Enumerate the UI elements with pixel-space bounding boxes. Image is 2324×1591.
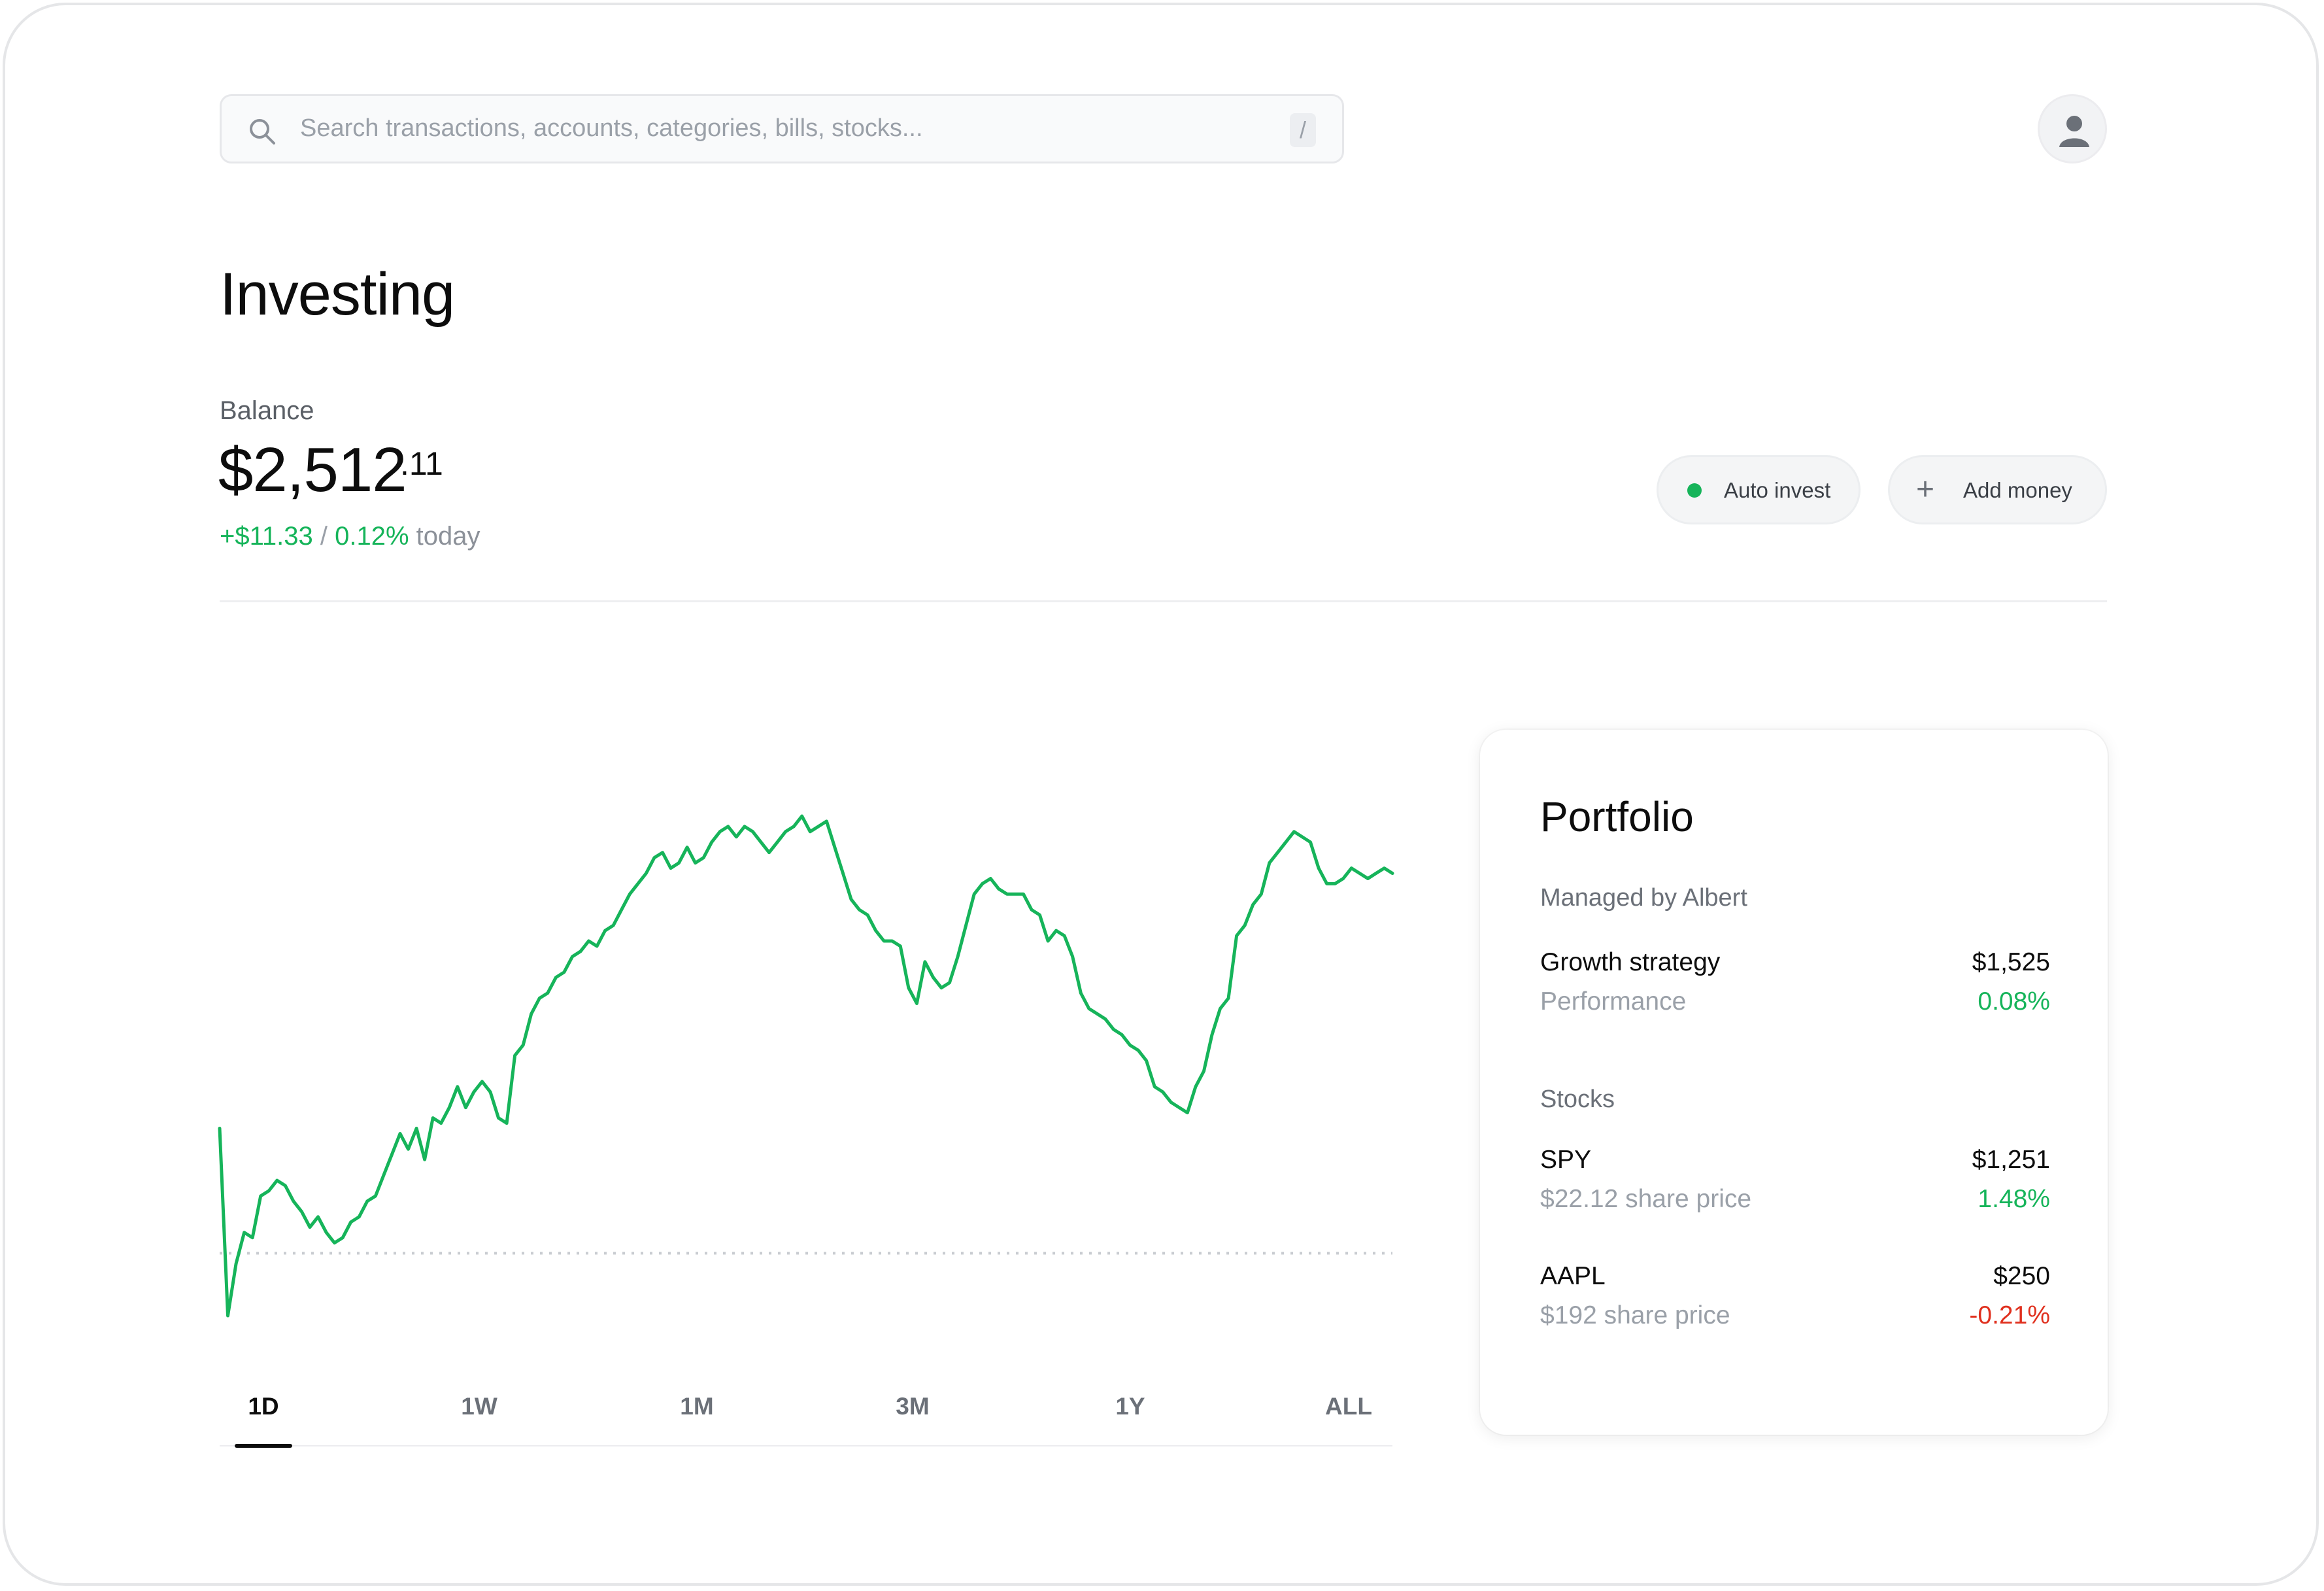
user-icon: [2059, 116, 2089, 147]
strategy-value: $1,525: [1972, 948, 2050, 976]
range-tab-1d[interactable]: 1D: [248, 1393, 279, 1420]
tabs-baseline: [220, 1445, 1392, 1446]
stock-ticker: AAPL: [1540, 1262, 1606, 1290]
add-money-label: Add money: [1963, 478, 2072, 502]
user-avatar-button[interactable]: [2038, 94, 2107, 163]
change-amount: +$11.33: [220, 522, 313, 551]
auto-invest-button[interactable]: Auto invest: [1657, 455, 1861, 524]
range-tab-all[interactable]: ALL: [1325, 1393, 1372, 1420]
search-shortcut-hint: /: [1290, 113, 1316, 147]
stock-performance: 1.48%: [1978, 1185, 2050, 1213]
stock-share-price: $22.12 share price: [1540, 1185, 1752, 1213]
add-money-button[interactable]: + Add money: [1888, 455, 2107, 524]
change-period: today: [416, 522, 480, 551]
strategy-sub: Performance: [1540, 987, 1687, 1016]
strategy-performance: 0.08%: [1978, 987, 2050, 1016]
stock-row-spy[interactable]: SPY $22.12 share price $1,251 1.48%: [1540, 1146, 2050, 1218]
section-divider: [220, 600, 2107, 602]
strategy-name: Growth strategy: [1540, 948, 1721, 976]
stock-ticker: SPY: [1540, 1146, 1592, 1174]
managed-label: Managed by Albert: [1540, 884, 1747, 912]
auto-invest-label: Auto invest: [1724, 478, 1831, 502]
strategy-row[interactable]: Growth strategy Performance $1,525 0.08%: [1540, 948, 2050, 1020]
search-bar[interactable]: Search transactions, accounts, categorie…: [220, 94, 1344, 163]
portfolio-card: Portfolio Managed by Albert Growth strat…: [1480, 730, 2108, 1435]
change-percent: 0.12%: [335, 522, 409, 551]
search-input[interactable]: Search transactions, accounts, categorie…: [300, 114, 923, 142]
balance-cents: .11: [400, 445, 443, 482]
range-tab-1w[interactable]: 1W: [461, 1393, 497, 1420]
range-tab-1m[interactable]: 1M: [680, 1393, 714, 1420]
active-range-underline: [235, 1444, 292, 1448]
change-separator: /: [320, 522, 328, 551]
status-dot-icon: [1687, 483, 1702, 498]
stock-share-price: $192 share price: [1540, 1301, 1730, 1329]
search-icon: [248, 117, 277, 146]
stock-row-aapl[interactable]: AAPL $192 share price $250 -0.21%: [1540, 1262, 2050, 1334]
stocks-label: Stocks: [1540, 1086, 1615, 1113]
balance-amount: $2,512: [218, 435, 407, 505]
chart-series-line: [218, 814, 1394, 1318]
range-tab-3m[interactable]: 3M: [896, 1393, 930, 1420]
page-title: Investing: [220, 261, 455, 328]
plus-icon: +: [1916, 472, 1935, 507]
stock-performance: -0.21%: [1969, 1301, 2050, 1329]
balance-label: Balance: [220, 396, 314, 425]
stock-value: $1,251: [1972, 1146, 2050, 1174]
balance-chart[interactable]: [216, 798, 1399, 1334]
stock-value: $250: [1993, 1262, 2050, 1290]
time-range-tabs: 1D 1W 1M 3M 1Y ALL: [220, 1393, 1392, 1448]
balance-change: +$11.33 / 0.12% today: [220, 522, 480, 551]
portfolio-title: Portfolio: [1540, 793, 1694, 840]
range-tab-1y[interactable]: 1Y: [1115, 1393, 1145, 1420]
